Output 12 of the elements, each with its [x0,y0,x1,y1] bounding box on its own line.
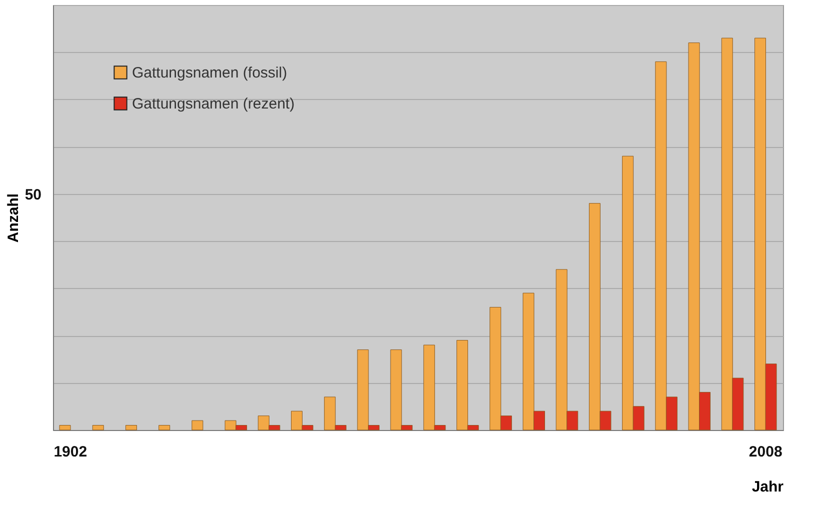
y-axis-title: Anzahl [4,193,22,243]
bar [59,425,71,430]
y-tick-label: 50 [24,186,42,204]
bar [192,420,204,430]
bar [92,425,104,430]
x-tick-label: 1902 [54,444,88,460]
legend-label: Gattungsnamen (rezent) [132,96,295,112]
bar [158,425,170,430]
x-axis-title: Jahr [752,478,784,496]
bar [125,425,137,430]
legend-label: Gattungsnamen (fossil) [132,64,288,82]
x-tick-label: 2008 [748,444,782,460]
